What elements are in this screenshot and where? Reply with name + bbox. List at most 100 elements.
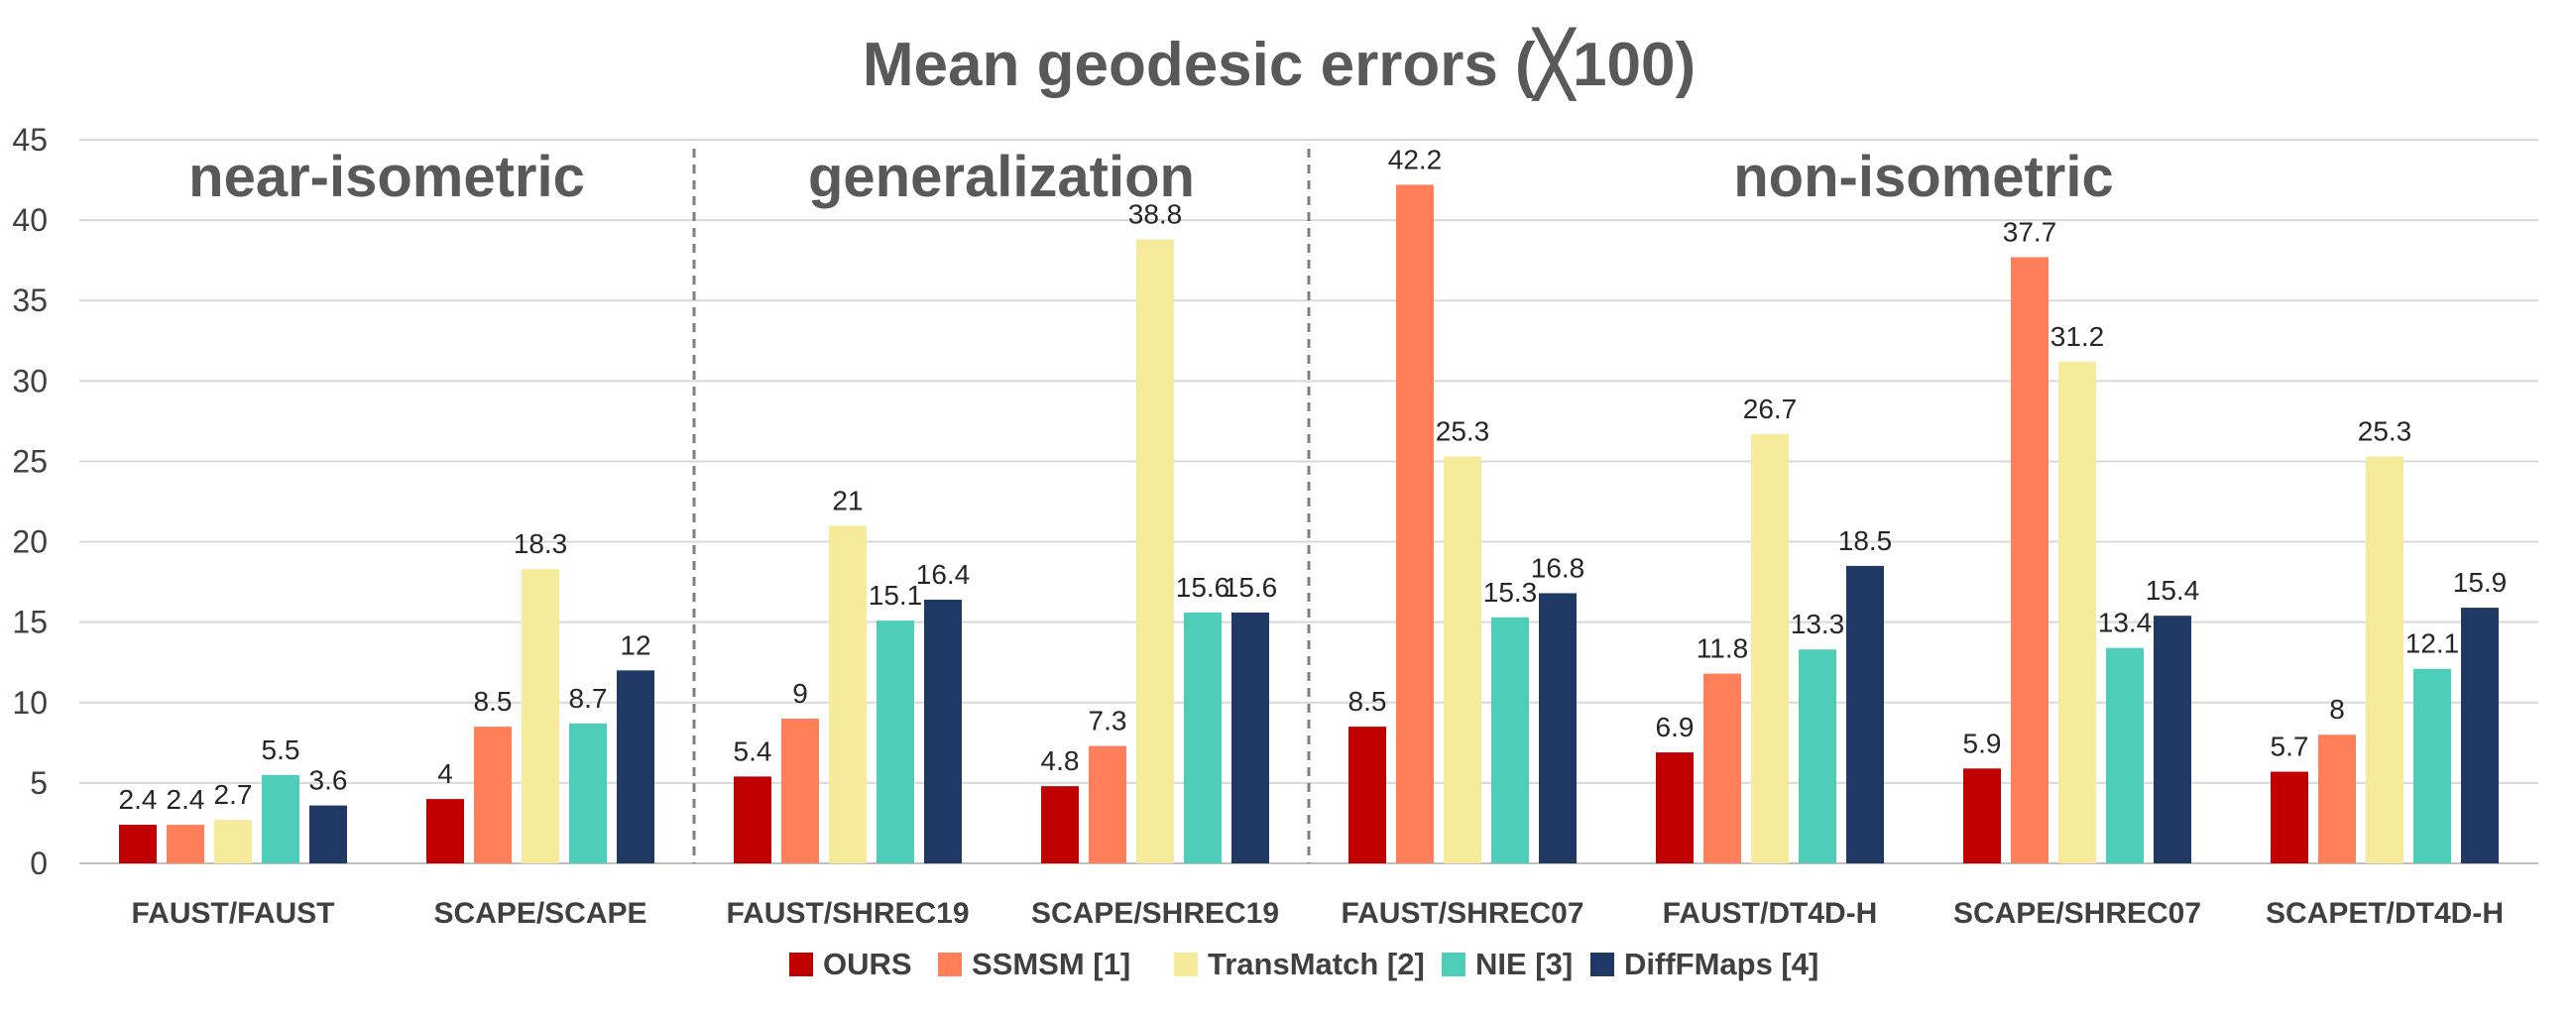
x-tick-label: FAUST/FAUST — [131, 897, 334, 930]
data-label: 12.1 — [2405, 628, 2460, 659]
x-tick-label: FAUST/DT4D-H — [1663, 897, 1878, 930]
x-tick-label: SCAPE/SHREC07 — [1953, 897, 2201, 930]
data-label: 8 — [2329, 694, 2345, 725]
bar — [167, 825, 204, 863]
bar — [2106, 647, 2144, 863]
bar — [1348, 727, 1386, 863]
section-label: non-isometric — [1733, 145, 2114, 209]
bar — [1491, 617, 1529, 863]
bar — [474, 727, 512, 863]
bar — [119, 825, 157, 863]
bar — [522, 569, 559, 863]
data-label: 31.2 — [2050, 321, 2105, 352]
data-label: 5.5 — [262, 734, 300, 765]
y-axis: 0 5 10 15 20 25 30 35 40 45 — [12, 122, 48, 881]
bar — [781, 719, 819, 863]
x-tick-label: SCAPE/SCAPE — [433, 897, 646, 930]
data-label: 26.7 — [1743, 394, 1798, 424]
legend-swatch — [1442, 953, 1465, 976]
data-label: 5.9 — [1963, 728, 2002, 758]
data-label: 13.3 — [1791, 609, 1845, 639]
data-label: 6.9 — [1656, 712, 1695, 742]
data-label: 25.3 — [2358, 416, 2412, 447]
y-tick-label: 20 — [12, 524, 48, 560]
data-label: 16.4 — [916, 559, 971, 590]
data-label: 11.8 — [1697, 633, 1748, 664]
data-label: 4.8 — [1041, 745, 1080, 776]
data-label: 7.3 — [1089, 706, 1127, 736]
data-label: 15.6 — [1176, 572, 1230, 603]
legend-label: NIE [3] — [1475, 947, 1573, 981]
bar — [2461, 608, 2499, 863]
data-label: 15.9 — [2453, 567, 2508, 598]
legend-swatch — [1174, 953, 1198, 976]
data-label: 5.4 — [734, 735, 772, 766]
bar — [1751, 433, 1789, 863]
bar — [1539, 593, 1577, 863]
bar — [1799, 649, 1836, 863]
section-label: near-isometric — [188, 145, 585, 209]
data-label: 4 — [437, 758, 453, 789]
data-label: 18.5 — [1838, 525, 1893, 556]
data-label: 15.3 — [1483, 577, 1538, 608]
legend-label: DiffFMaps [4] — [1624, 947, 1818, 981]
bar — [1136, 239, 1174, 864]
bar — [2413, 668, 2451, 863]
y-tick-label: 0 — [30, 846, 48, 881]
bar — [734, 776, 771, 863]
y-tick-label: 30 — [12, 363, 48, 398]
data-label: 15.6 — [1224, 572, 1278, 603]
x-axis: FAUST/FAUST SCAPE/SCAPE FAUST/SHREC19 SCAPE… — [131, 897, 2504, 930]
data-label: 13.4 — [2098, 608, 2153, 638]
bar — [2318, 734, 2356, 863]
bar — [569, 723, 607, 863]
bars — [119, 184, 2499, 864]
section-labels: near-isometric generalization non-isometri… — [188, 145, 2114, 209]
data-labels: 2.4 2.4 2.75.53.6 48.518.38.7125.492115.116… — [119, 144, 2508, 815]
bar — [1963, 768, 2001, 863]
section-dividers — [692, 149, 1311, 863]
bar — [2271, 771, 2308, 863]
legend-swatch — [1590, 953, 1614, 976]
bar — [426, 799, 464, 863]
legend-label: SSMSM [1] — [972, 947, 1130, 981]
bar — [1041, 786, 1079, 863]
x-tick-label: SCAPET/DT4D-H — [2266, 897, 2504, 930]
data-label: 15.1 — [869, 580, 923, 611]
bar — [2058, 361, 2096, 863]
bar — [1703, 673, 1741, 863]
bar — [309, 805, 347, 863]
bar — [924, 599, 962, 863]
data-label: 12 — [620, 629, 650, 660]
y-tick-label: 45 — [12, 122, 48, 158]
bar — [829, 525, 867, 863]
data-label: 2.4 — [167, 784, 205, 815]
y-tick-label: 35 — [12, 282, 48, 318]
bar — [1444, 456, 1481, 863]
data-label: 37.7 — [2003, 216, 2057, 247]
y-tick-label: 15 — [12, 605, 48, 640]
x-tick-label: FAUST/SHREC07 — [1341, 897, 1583, 930]
legend-swatch — [789, 953, 813, 976]
bar — [1184, 612, 1222, 863]
x-tick-label: FAUST/SHREC19 — [726, 897, 969, 930]
data-label: 8.5 — [474, 686, 513, 717]
bar — [1846, 565, 1884, 863]
data-label: 5.7 — [2271, 732, 2309, 762]
section-label: generalization — [808, 145, 1195, 209]
data-label: 42.2 — [1388, 144, 1443, 174]
chart-title: Mean geodesic errors (╳100) — [863, 27, 1696, 101]
y-tick-label: 40 — [12, 202, 48, 238]
data-label: 2.7 — [214, 779, 253, 810]
bar — [1089, 745, 1126, 863]
y-tick-label: 25 — [12, 443, 48, 479]
bar — [1231, 612, 1269, 863]
data-label: 8.7 — [569, 683, 608, 714]
bar — [1396, 184, 1434, 863]
legend: OURS SSMSM [1] TransMatch [2] NIE [3] DiffFM… — [789, 947, 1818, 981]
bar — [262, 774, 299, 863]
data-label: 38.8 — [1128, 199, 1183, 230]
bar — [2011, 257, 2049, 863]
legend-swatch — [938, 953, 962, 976]
